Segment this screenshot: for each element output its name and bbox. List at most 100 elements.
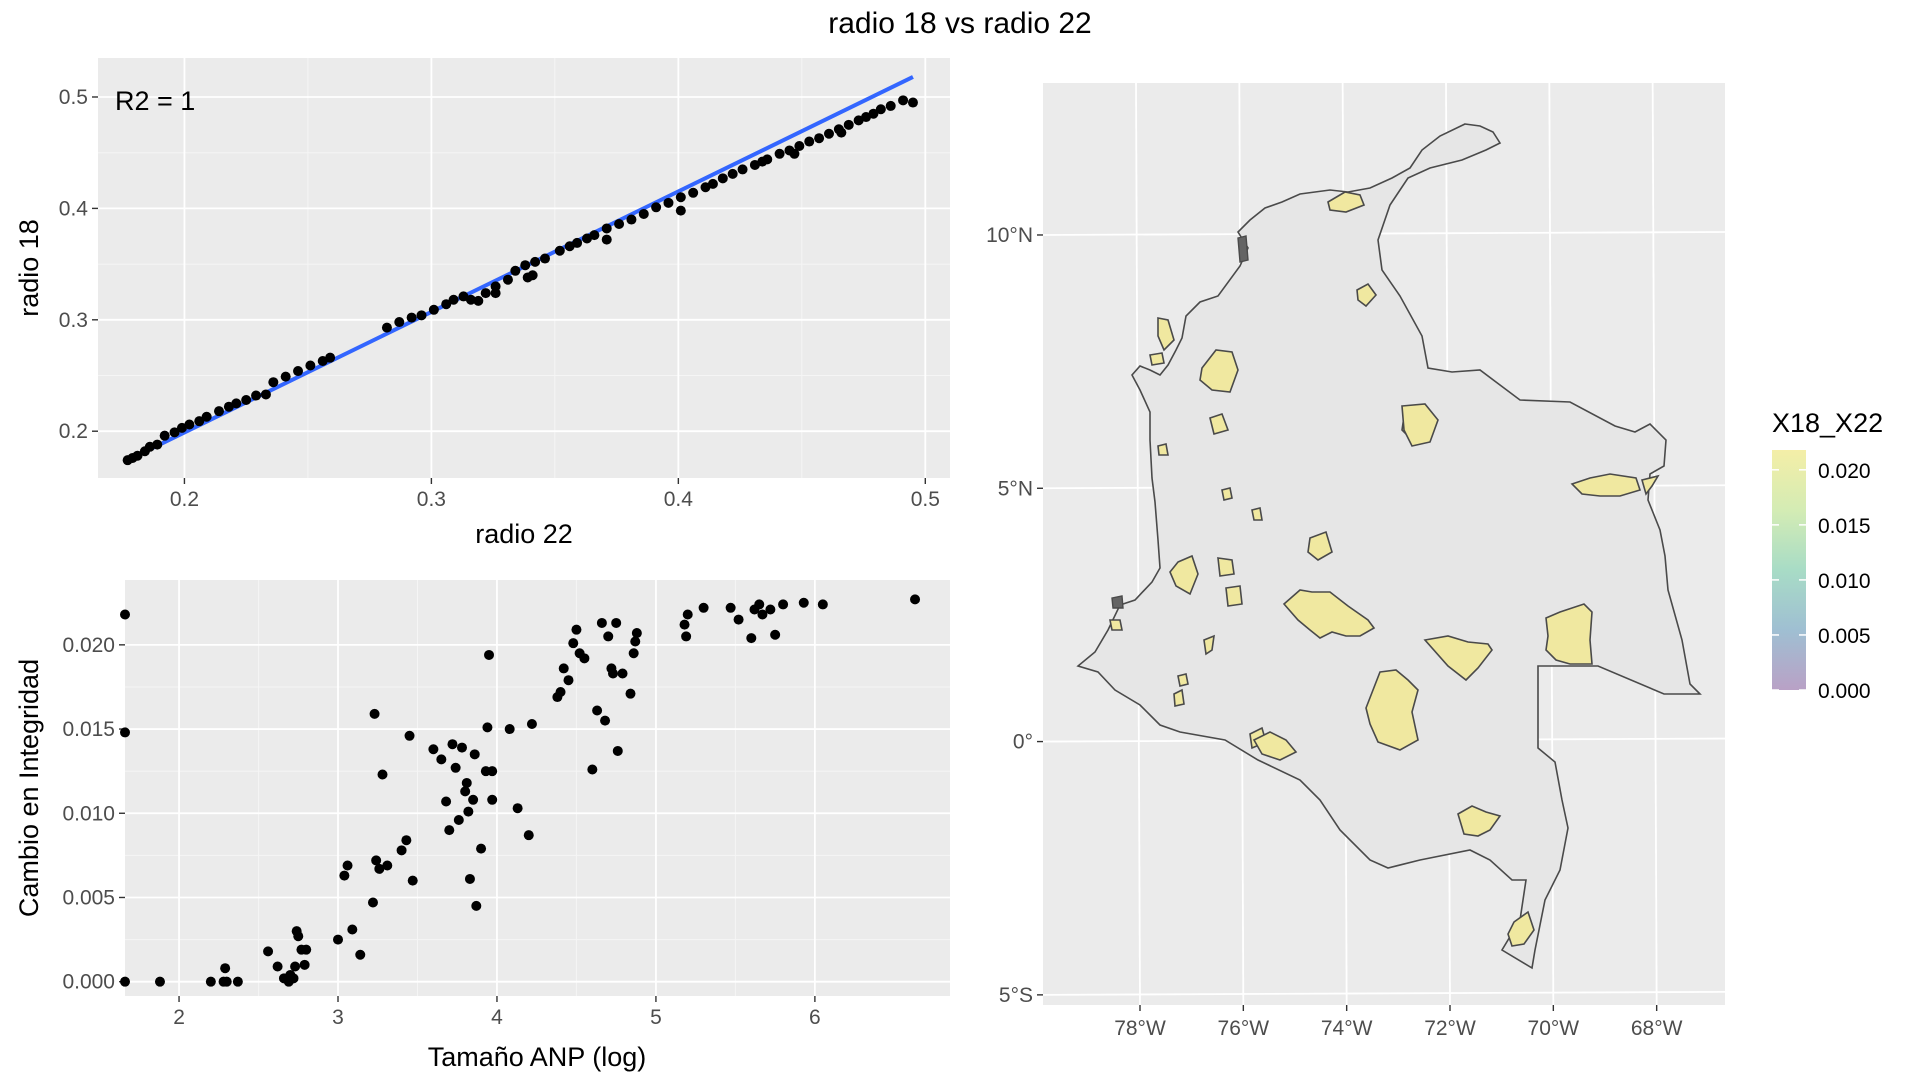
data-point <box>698 602 709 613</box>
x-tick-label: 6 <box>809 1006 821 1029</box>
data-point <box>843 119 854 130</box>
data-point <box>347 924 358 935</box>
data-point <box>406 312 417 323</box>
data-point <box>601 234 612 245</box>
data-point <box>205 976 216 987</box>
x-tick-label: 0.4 <box>664 488 694 511</box>
data-point <box>280 371 291 382</box>
data-point <box>456 742 467 753</box>
data-point <box>823 128 834 139</box>
y-tick-label: 0.5 <box>59 86 88 109</box>
data-point <box>476 843 487 854</box>
x-tick-label: 5 <box>650 1006 662 1029</box>
data-point <box>487 766 498 777</box>
protected-area <box>1251 507 1263 521</box>
data-point <box>263 946 274 957</box>
data-point <box>794 141 805 152</box>
y-axis-title: Cambio en Integridad <box>14 659 44 917</box>
longitude-label: 74°W <box>1321 1017 1373 1040</box>
legend-tick-label: 0.015 <box>1818 515 1871 538</box>
data-point <box>817 599 828 610</box>
data-point <box>152 439 163 450</box>
data-point <box>512 803 523 814</box>
data-point <box>868 108 879 119</box>
data-point <box>482 722 493 733</box>
data-point <box>401 835 412 846</box>
data-point <box>355 949 366 960</box>
data-point <box>241 395 252 406</box>
color-legend: X18_X22 0.020 0.015 0.010 0.005 0.000 <box>1772 408 1883 703</box>
protected-area <box>1641 474 1660 496</box>
longitude-label: 78°W <box>1114 1017 1166 1040</box>
data-point <box>201 411 212 422</box>
data-point <box>220 963 231 974</box>
y-tick-label: 0.000 <box>62 971 115 994</box>
data-point <box>293 931 304 942</box>
data-point <box>592 705 603 716</box>
x-tick-label: 3 <box>332 1006 344 1029</box>
data-point <box>510 265 521 276</box>
data-point <box>688 187 699 198</box>
data-point <box>487 794 498 805</box>
data-point <box>194 416 205 427</box>
data-point <box>484 649 495 660</box>
data-point <box>305 360 316 371</box>
legend-tick-label: 0.010 <box>1818 570 1871 593</box>
data-point <box>120 609 130 620</box>
data-point <box>396 845 407 856</box>
data-point <box>468 794 479 805</box>
x-tick-label: 0.3 <box>417 488 446 511</box>
protected-area <box>1545 603 1593 665</box>
data-point <box>625 688 636 699</box>
data-point <box>611 617 622 628</box>
data-point <box>571 624 582 635</box>
data-point <box>404 730 415 741</box>
longitude-label: 72°W <box>1424 1017 1476 1040</box>
data-point <box>382 860 393 871</box>
parallel <box>1042 231 1726 236</box>
data-point <box>836 127 847 138</box>
data-point <box>630 636 641 647</box>
data-point <box>638 208 649 219</box>
data-point <box>381 322 392 333</box>
data-point <box>453 815 464 825</box>
data-point <box>231 398 242 409</box>
protected-area <box>1252 731 1298 761</box>
protected-area-zero <box>1237 235 1249 263</box>
protected-area <box>1423 635 1493 682</box>
data-point <box>120 727 130 738</box>
protected-area <box>1507 910 1535 947</box>
data-point <box>572 237 583 248</box>
y-tick-label: 0.010 <box>62 802 115 825</box>
protected-area <box>1203 634 1215 656</box>
protected-area <box>1157 443 1169 456</box>
data-point <box>214 406 225 417</box>
data-point <box>465 294 476 305</box>
data-point <box>120 976 130 987</box>
graticule-labels: 78°W 76°W 74°W 72°W 70°W 68°W 10°N 5°N 0° 5°S <box>986 224 1683 1040</box>
tick-labels: 2 3 4 5 6 0.000 0.005 0.010 0.015 0.020 <box>62 634 820 1029</box>
data-point <box>885 100 896 111</box>
data-point <box>251 390 262 401</box>
data-point <box>651 202 662 213</box>
protected-area <box>1157 317 1175 352</box>
data-point <box>290 961 301 972</box>
data-point <box>717 173 728 184</box>
data-points <box>122 95 918 466</box>
protected-area <box>1282 589 1376 639</box>
data-point <box>804 136 815 147</box>
data-point <box>232 976 243 987</box>
y-tick-label: 0.020 <box>62 634 115 657</box>
protected-area-zero <box>1111 595 1124 609</box>
data-point <box>898 95 909 106</box>
data-point <box>631 628 642 639</box>
data-point <box>288 973 299 984</box>
data-point <box>733 614 744 625</box>
data-point <box>471 900 482 911</box>
data-point <box>681 631 692 642</box>
protected-area <box>1173 688 1185 707</box>
data-point <box>675 205 686 216</box>
data-point <box>628 648 639 659</box>
legend-ticks: 0.020 0.015 0.010 0.005 0.000 <box>1772 460 1871 703</box>
colombia-outline <box>1076 123 1702 970</box>
